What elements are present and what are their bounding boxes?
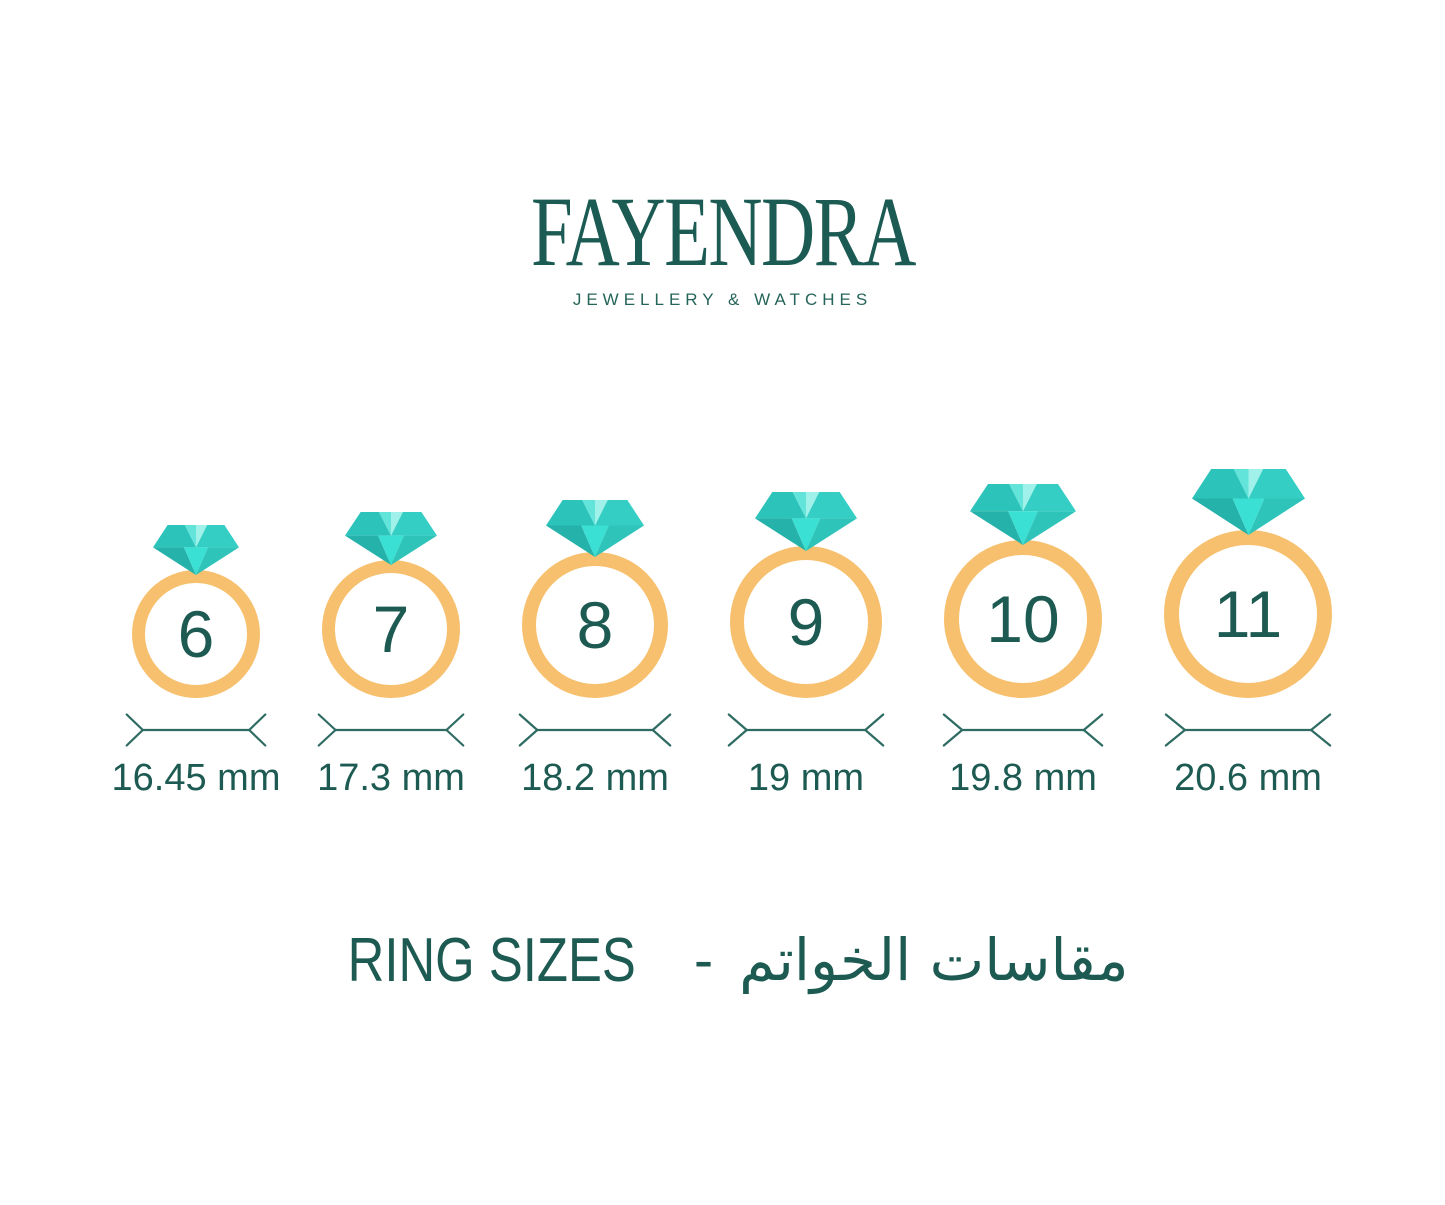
diameter-label: 16.45 mm [111, 757, 281, 799]
brand-logo: FAYENDRA [0, 182, 1445, 282]
diamond-icon [345, 512, 437, 565]
caption-english: RING SIZES [348, 925, 637, 995]
diameter-label: 19.8 mm [949, 757, 1097, 799]
ring-item: 7 17.3 mm [317, 512, 465, 800]
dimension-arrow-icon [942, 713, 1104, 747]
diamond-icon [755, 492, 857, 551]
ring-size-number: 7 [372, 592, 410, 666]
ring-band: 10 [944, 540, 1102, 698]
brand-tagline: JEWELLERY & WATCHES [572, 290, 873, 309]
ring-item: 9 19 mm [727, 492, 885, 800]
ring-size-number: 10 [986, 582, 1060, 656]
diamond-icon [153, 525, 239, 575]
ring-band: 7 [322, 560, 460, 698]
ring-item: 10 19.8 mm [942, 484, 1104, 800]
ring-item: 6 16.45 mm [112, 525, 280, 800]
diamond-icon [546, 500, 644, 557]
ring-size-number: 9 [787, 585, 825, 659]
brand-logo-text: FAYENDRA [530, 176, 916, 287]
ring-size-number: 6 [177, 597, 215, 671]
diameter-label: 19 mm [747, 757, 865, 799]
dimension-arrow-icon [518, 713, 672, 747]
dimension-arrow-icon [1164, 713, 1332, 747]
ring-item: 8 18.2 mm [518, 500, 672, 800]
diamond-icon [970, 484, 1076, 545]
diameter-label: 17.3 mm [317, 757, 465, 799]
ring-band: 9 [730, 546, 882, 698]
ring-band: 8 [522, 552, 668, 698]
caption-separator: - [693, 927, 714, 993]
ring-size-number: 11 [1213, 577, 1283, 651]
ring-item: 11 20.6 mm [1164, 469, 1332, 800]
caption: RING SIZES - مقاسات الخواتم [0, 926, 1445, 996]
dimension-arrow-icon [125, 713, 267, 747]
diameter-label: 20.6 mm [1174, 757, 1322, 799]
dimension-arrow-icon [727, 713, 885, 747]
dimension-arrow-icon [317, 713, 465, 747]
caption-arabic: مقاسات الخواتم [739, 926, 1129, 994]
diameter-label: 18.2 mm [521, 757, 669, 799]
ring-size-number: 8 [576, 588, 614, 662]
ring-band: 11 [1164, 530, 1332, 698]
rings-row: 6 16.45 mm 7 17.3 mm [112, 469, 1332, 800]
ring-band: 6 [132, 570, 260, 698]
diamond-icon [1191, 469, 1305, 535]
